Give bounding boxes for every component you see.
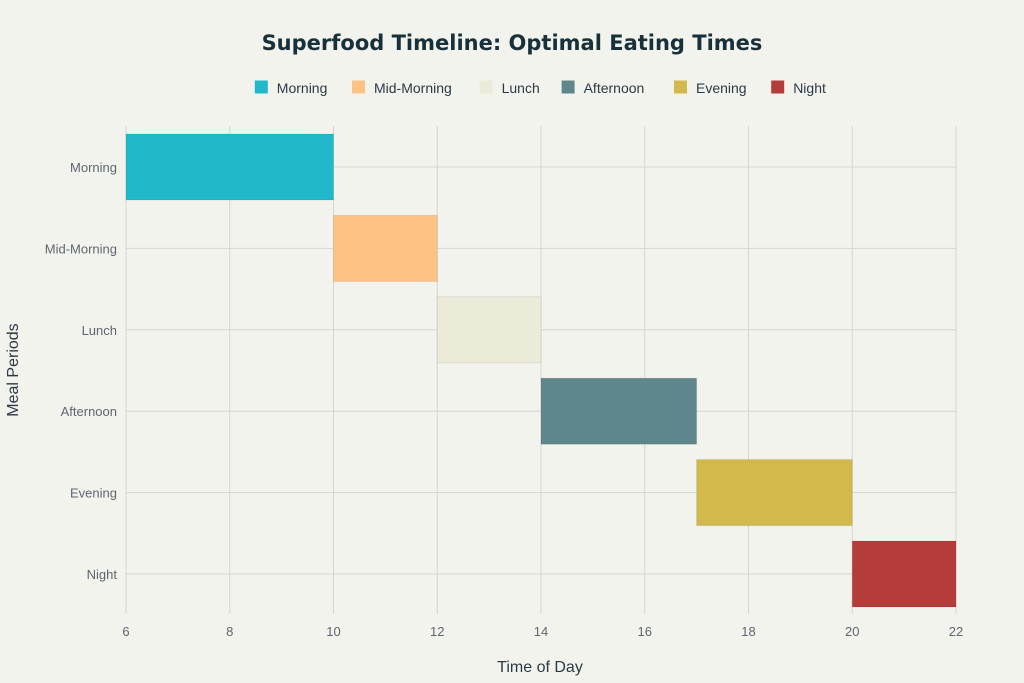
legend-item-lunch: Lunch	[479, 80, 540, 96]
x-axis-label: Time of Day	[497, 659, 583, 676]
legend-swatch-afternoon	[561, 80, 575, 94]
bar-evening	[696, 459, 853, 527]
y-tick-label-night: Night	[87, 567, 118, 582]
legend-swatch-morning	[254, 80, 268, 94]
legend-item-mid-morning: Mid-Morning	[352, 80, 452, 96]
x-axis-ticks: 6 8 10 12 14 16 18 20 22	[122, 624, 963, 639]
x-tick-label-6: 6	[122, 624, 129, 639]
x-tick-label-12: 12	[430, 624, 444, 639]
x-tick-label-10: 10	[326, 624, 340, 639]
bar-night	[851, 540, 957, 608]
legend-swatch-lunch	[479, 80, 493, 94]
legend-label-morning: Morning	[277, 80, 328, 96]
bar-lunch	[436, 296, 542, 364]
legend-swatch-mid-morning	[352, 80, 365, 94]
y-tick-label-afternoon: Afternoon	[61, 404, 117, 419]
y-axis-label: Meal Periods	[5, 323, 22, 416]
legend-label-night: Night	[793, 80, 826, 96]
chart-title: Superfood Timeline: Optimal Eating Times	[262, 31, 763, 55]
x-tick-label-16: 16	[638, 624, 652, 639]
y-tick-label-lunch: Lunch	[82, 323, 117, 338]
x-tick-label-22: 22	[949, 624, 963, 639]
bars	[125, 133, 957, 608]
y-tick-label-mid-morning: Mid-Morning	[45, 241, 117, 256]
bar-mid-morning	[333, 214, 438, 282]
legend: Morning Mid-Morning Lunch Afternoon Evening N…	[254, 80, 826, 96]
y-axis-ticks: Morning Mid-Morning Lunch Afternoon Evening N…	[45, 160, 118, 582]
bar-morning	[125, 133, 334, 201]
legend-label-mid-morning: Mid-Morning	[374, 80, 452, 96]
x-tick-label-14: 14	[534, 624, 548, 639]
legend-label-lunch: Lunch	[502, 80, 540, 96]
bar-afternoon	[540, 377, 698, 445]
legend-item-night: Night	[771, 80, 826, 96]
y-tick-label-evening: Evening	[70, 486, 117, 501]
legend-swatch-night	[771, 80, 785, 94]
x-tick-label-18: 18	[741, 624, 755, 639]
legend-label-afternoon: Afternoon	[584, 80, 645, 96]
legend-item-morning: Morning	[254, 80, 328, 96]
legend-item-afternoon: Afternoon	[561, 80, 645, 96]
legend-label-evening: Evening	[696, 80, 747, 96]
legend-swatch-evening	[674, 80, 687, 94]
x-tick-label-20: 20	[845, 624, 859, 639]
legend-item-evening: Evening	[674, 80, 747, 96]
x-tick-label-8: 8	[226, 624, 233, 639]
y-tick-label-morning: Morning	[70, 160, 117, 175]
